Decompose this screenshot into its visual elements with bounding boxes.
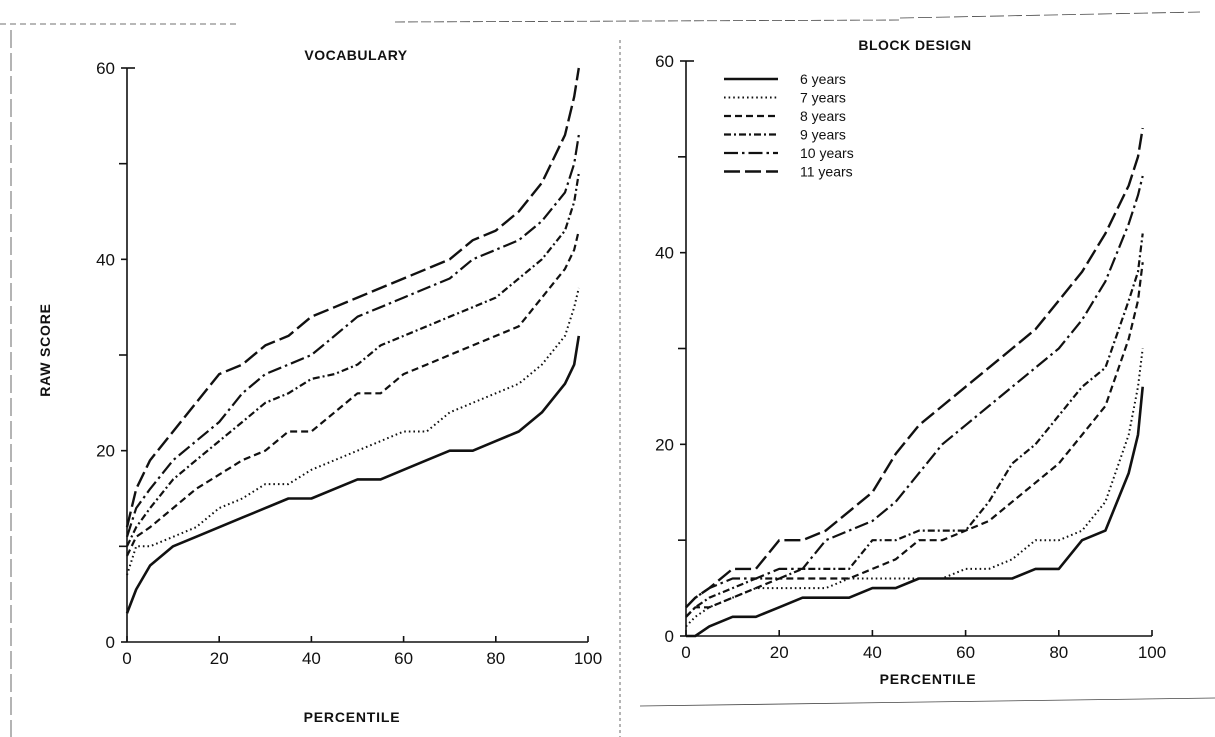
x-tick-label: 100 (574, 649, 602, 668)
series-line (126, 287, 580, 576)
tick-labels: 0 20 40 60 0 20 40 60 80 100 (96, 59, 602, 668)
series-line (126, 173, 580, 547)
y-tick-label: 60 (96, 59, 115, 78)
series-line (125, 335, 581, 614)
tick-labels: 0 20 40 60 0 20 40 60 80 100 (655, 52, 1166, 662)
series-line (685, 262, 1144, 618)
series-line (686, 386, 1144, 638)
x-tick-label: 20 (210, 649, 229, 668)
x-axis-label: PERCENTILE (304, 709, 401, 725)
x-tick-label: 80 (1049, 643, 1068, 662)
axes (119, 67, 589, 643)
legend-label: 9 years (800, 127, 846, 143)
series-group (125, 67, 581, 614)
x-tick-label: 40 (302, 649, 321, 668)
panel-vocabulary: VOCABULARY RAW SCORE PERCENTILE 02040600… (37, 47, 602, 725)
legend-label: 11 years (800, 164, 853, 180)
legend-label: 10 years (800, 145, 854, 161)
series-line (685, 127, 1144, 609)
legend: 6 years 7 years 8 years 9 years 10 years 11 y… (724, 71, 854, 180)
y-tick-label: 20 (96, 442, 115, 461)
y-tick-label: 0 (665, 627, 674, 646)
x-tick-label: 20 (770, 643, 789, 662)
x-tick-label: 0 (122, 649, 131, 668)
x-tick-label: 0 (681, 643, 690, 662)
scan-border (0, 11, 1215, 737)
legend-label: 8 years (800, 108, 846, 124)
y-axis-label: RAW SCORE (37, 303, 53, 397)
chart-title: VOCABULARY (304, 47, 407, 63)
series-line (125, 67, 580, 528)
y-tick-label: 0 (106, 633, 115, 652)
y-tick-label: 40 (96, 250, 115, 269)
legend-label: 6 years (800, 71, 846, 87)
series-line (685, 348, 1144, 628)
y-tick-label: 20 (655, 435, 674, 454)
x-tick-label: 100 (1138, 643, 1166, 662)
x-tick-label: 60 (394, 649, 413, 668)
chart-title: BLOCK DESIGN (858, 37, 971, 53)
x-axis-label: PERCENTILE (880, 671, 977, 687)
x-tick-label: 40 (863, 643, 882, 662)
x-tick-label: 60 (956, 643, 975, 662)
panel-block-design: BLOCK DESIGN PERCENTILE 0 20 40 60 0 20 40 60 80… (655, 37, 1166, 687)
series-group (685, 127, 1144, 638)
legend-label: 7 years (800, 90, 846, 106)
series-line (126, 230, 580, 557)
series-line (125, 134, 580, 538)
series-line (685, 175, 1144, 609)
series-line (685, 233, 1144, 618)
x-tick-label: 80 (486, 649, 505, 668)
axes (678, 60, 1153, 637)
y-tick-label: 40 (655, 244, 674, 263)
y-tick-label: 60 (655, 52, 674, 71)
